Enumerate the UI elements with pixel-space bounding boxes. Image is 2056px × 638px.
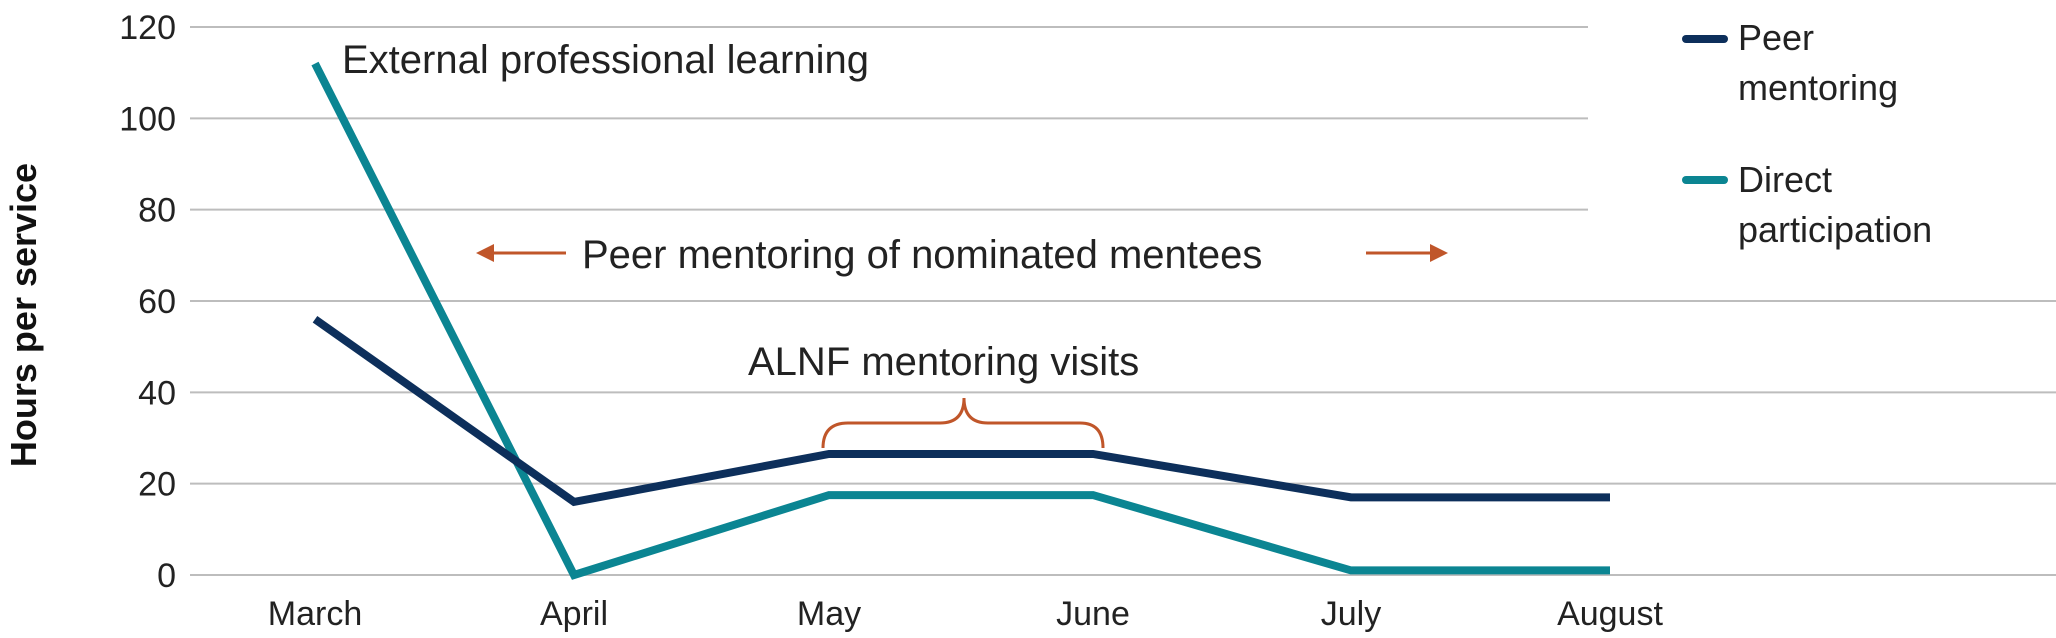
right-arrowhead (1430, 244, 1448, 262)
x-tick-label: May (797, 595, 861, 633)
annotation-peer-range: Peer mentoring of nominated mentees (476, 233, 1448, 277)
y-tick-label: 60 (138, 283, 176, 321)
x-axis-ticks: March April May June July August (268, 595, 1664, 633)
left-arrowhead (476, 244, 494, 262)
y-tick-label: 0 (157, 557, 176, 595)
y-axis-ticks: 0 20 40 60 80 100 120 (119, 9, 176, 595)
y-tick-label: 120 (119, 9, 176, 47)
x-tick-label: June (1056, 595, 1130, 633)
annotation-external-learning: External professional learning (342, 38, 869, 82)
gridlines (190, 26, 2056, 576)
series-line-direct-participation (311, 61, 1610, 580)
legend-label: Direct participation (1738, 159, 1932, 250)
y-tick-label: 100 (119, 100, 176, 138)
x-tick-label: April (540, 595, 608, 633)
x-tick-label: August (1557, 595, 1663, 633)
legend: Peer mentoring Direct participation (1682, 17, 1932, 250)
annotation-mentoring-visits: ALNF mentoring visits (748, 340, 1139, 384)
y-tick-label: 40 (138, 374, 176, 412)
series-line-peer-mentoring (312, 315, 1610, 507)
y-axis-title: Hours per service (3, 163, 44, 467)
x-tick-label: March (268, 595, 362, 633)
annotation-peer-range-text: Peer mentoring of nominated mentees (582, 233, 1262, 277)
legend-label: Peer mentoring (1738, 17, 1898, 108)
series-lines (311, 61, 1610, 580)
x-tick-label: July (1321, 595, 1381, 633)
y-tick-label: 80 (138, 192, 176, 230)
y-tick-label: 20 (138, 466, 176, 504)
curly-brace (821, 397, 1105, 449)
